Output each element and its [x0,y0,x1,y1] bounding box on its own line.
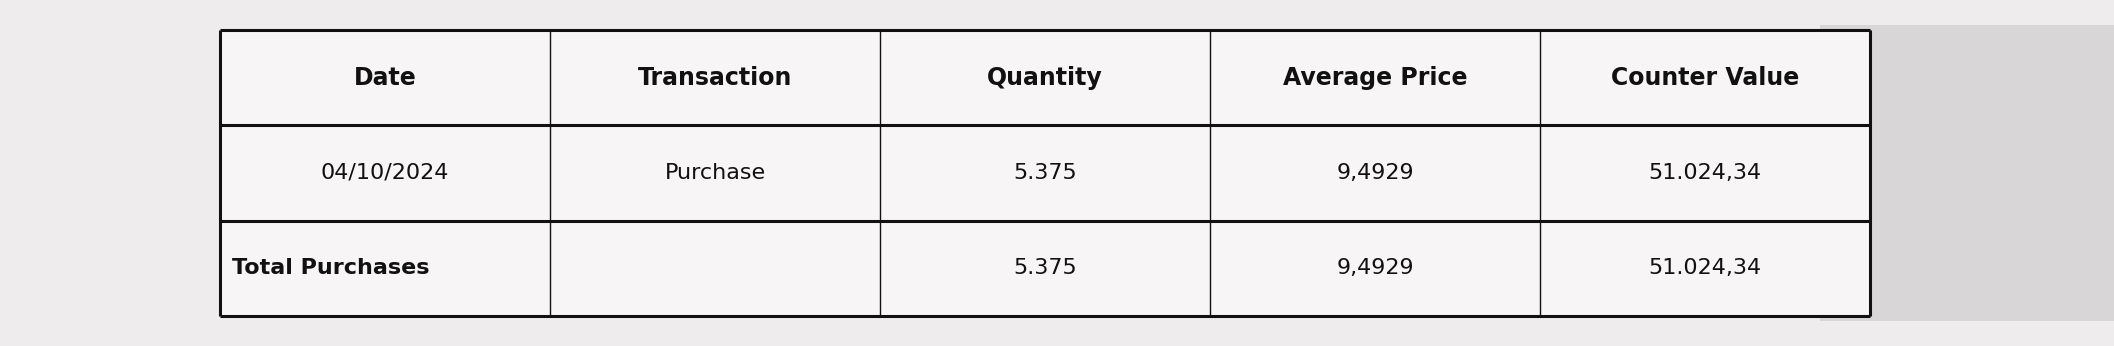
Text: 5.375: 5.375 [1013,258,1076,278]
FancyBboxPatch shape [1820,25,2114,321]
Text: 04/10/2024: 04/10/2024 [321,163,448,183]
Bar [1209,125,1539,221]
Text: 9,4929: 9,4929 [1336,163,1414,183]
Text: Quantity: Quantity [987,66,1104,90]
Bar [1539,221,1871,316]
Bar [220,125,550,221]
Bar [220,221,550,316]
Text: Total Purchases: Total Purchases [233,258,429,278]
Bar [879,125,1209,221]
Bar [1539,30,1871,125]
Bar [550,221,879,316]
Text: Date: Date [353,66,416,90]
Text: 9,4929: 9,4929 [1336,258,1414,278]
Bar [1209,221,1539,316]
Bar [220,30,550,125]
Text: 51.024,34: 51.024,34 [1649,163,1761,183]
Text: Counter Value: Counter Value [1611,66,1799,90]
Text: 51.024,34: 51.024,34 [1649,258,1761,278]
Bar [550,125,879,221]
Bar [1209,30,1539,125]
Bar [879,30,1209,125]
Bar [879,221,1209,316]
Text: Purchase: Purchase [664,163,765,183]
Bar [550,30,879,125]
Text: Transaction: Transaction [638,66,793,90]
Text: Average Price: Average Price [1283,66,1467,90]
Text: 5.375: 5.375 [1013,163,1076,183]
Bar [1539,125,1871,221]
